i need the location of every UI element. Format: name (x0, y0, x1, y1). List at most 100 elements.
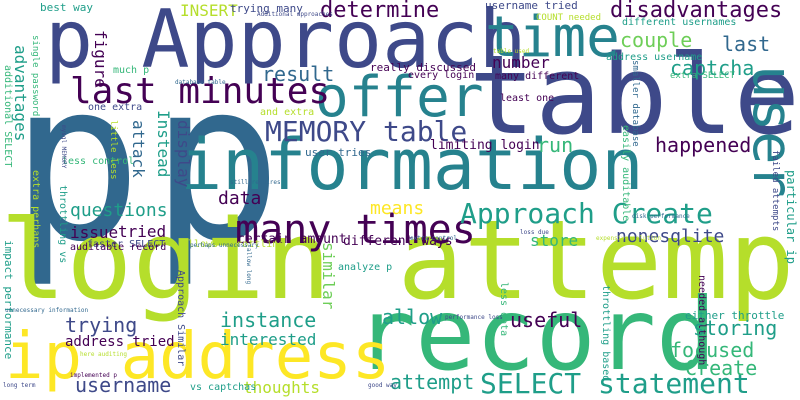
word: INSERT (180, 1, 238, 20)
word: best way (40, 1, 93, 14)
word: still requires (230, 179, 281, 186)
word: really discussed (370, 61, 476, 74)
word: interested (220, 330, 317, 349)
word: username tried (485, 0, 578, 12)
word: here auditing (80, 351, 127, 358)
word: much p (113, 65, 150, 76)
word: login attempt (0, 196, 800, 324)
word: unnecessary information (5, 307, 89, 314)
word: ip address (5, 320, 391, 394)
word: time (485, 5, 620, 70)
word: many times (235, 207, 476, 253)
word: determine (320, 0, 440, 23)
word: one extra (88, 102, 143, 113)
word: additional SELECT (2, 65, 13, 168)
word: either throttle (685, 309, 785, 322)
word: implemented p (70, 372, 117, 379)
word: last minutes (70, 71, 331, 112)
word: throttling vs (57, 185, 68, 264)
word: number (492, 53, 550, 72)
word: mysql MEMORY (60, 125, 67, 169)
word: happened (655, 133, 752, 157)
word: less control (62, 156, 135, 167)
word: data (218, 188, 262, 209)
word: expensive solution (596, 235, 662, 242)
word: analyze p (338, 262, 393, 273)
word: many different (495, 71, 580, 82)
word: different ways (343, 234, 453, 249)
word: store (530, 231, 579, 250)
word: Additional approaches (257, 11, 333, 18)
word: last (722, 32, 771, 56)
word: MEMORY table (265, 115, 468, 148)
word: extra SELECT (670, 71, 736, 81)
word: Approach Similar (175, 270, 186, 367)
word: questions (70, 200, 168, 221)
word: extra perhaps (30, 170, 41, 249)
word: vs captchas (190, 382, 257, 393)
word: record (355, 276, 717, 393)
word: allow long (245, 248, 252, 285)
word: allow (382, 305, 443, 329)
word: trying (65, 313, 138, 337)
word: address username (606, 52, 703, 63)
word: database table (175, 79, 226, 86)
word: issue (70, 223, 119, 242)
word: similar (319, 242, 338, 310)
word: Approach Create (460, 197, 713, 230)
word: long term (3, 382, 36, 389)
word: SELECT statement (480, 367, 750, 400)
word: failed attempts (770, 150, 780, 232)
word: table (468, 31, 800, 159)
word: figure (91, 30, 110, 88)
word: little less (108, 120, 118, 180)
word: good way (368, 382, 397, 389)
word: captcha (670, 56, 755, 80)
word: result (262, 62, 335, 86)
word: performance loss (445, 314, 503, 321)
word: user tries (305, 146, 372, 159)
word: certain amount (237, 232, 347, 247)
word: focused (670, 338, 755, 362)
word: easily auditable (620, 125, 631, 222)
word: single password (30, 35, 40, 117)
word: auditable record (70, 242, 167, 253)
word: username (75, 373, 172, 397)
word: tried (118, 222, 167, 241)
word: loss due (520, 229, 549, 236)
word: perhaps unnecessary (190, 242, 259, 249)
word: display (174, 120, 193, 188)
word: address tried (65, 334, 175, 350)
word: information (180, 124, 644, 206)
word: throttling based (600, 285, 611, 382)
word: less data (498, 282, 509, 337)
word: least one (500, 93, 555, 104)
word: impact performance (2, 240, 15, 360)
word: needed although (696, 275, 707, 366)
word: disadvantages (610, 0, 783, 23)
word: extra control (410, 235, 457, 242)
word: storing (693, 316, 778, 340)
word: particular ip (784, 170, 798, 264)
word: limiting login (430, 138, 540, 153)
word: advantages (11, 45, 30, 142)
word: offer (315, 65, 484, 130)
word: COUNT needed (536, 13, 602, 23)
word: attack (129, 120, 148, 178)
word: allows throttling (182, 239, 285, 250)
word: couple (620, 28, 693, 52)
word: and extra (260, 107, 315, 118)
word: disk performance (632, 213, 690, 220)
word: thoughts (243, 378, 321, 397)
word: run (537, 133, 574, 157)
word: means (370, 198, 425, 219)
word: p (150, 34, 283, 290)
word: table used (493, 48, 530, 55)
word: p Approach (45, 0, 527, 86)
word: smaller database (630, 60, 640, 147)
word: different usernames (622, 17, 737, 28)
word: attempt (390, 370, 475, 394)
word: useful (510, 308, 583, 332)
word: trying many (230, 2, 303, 15)
